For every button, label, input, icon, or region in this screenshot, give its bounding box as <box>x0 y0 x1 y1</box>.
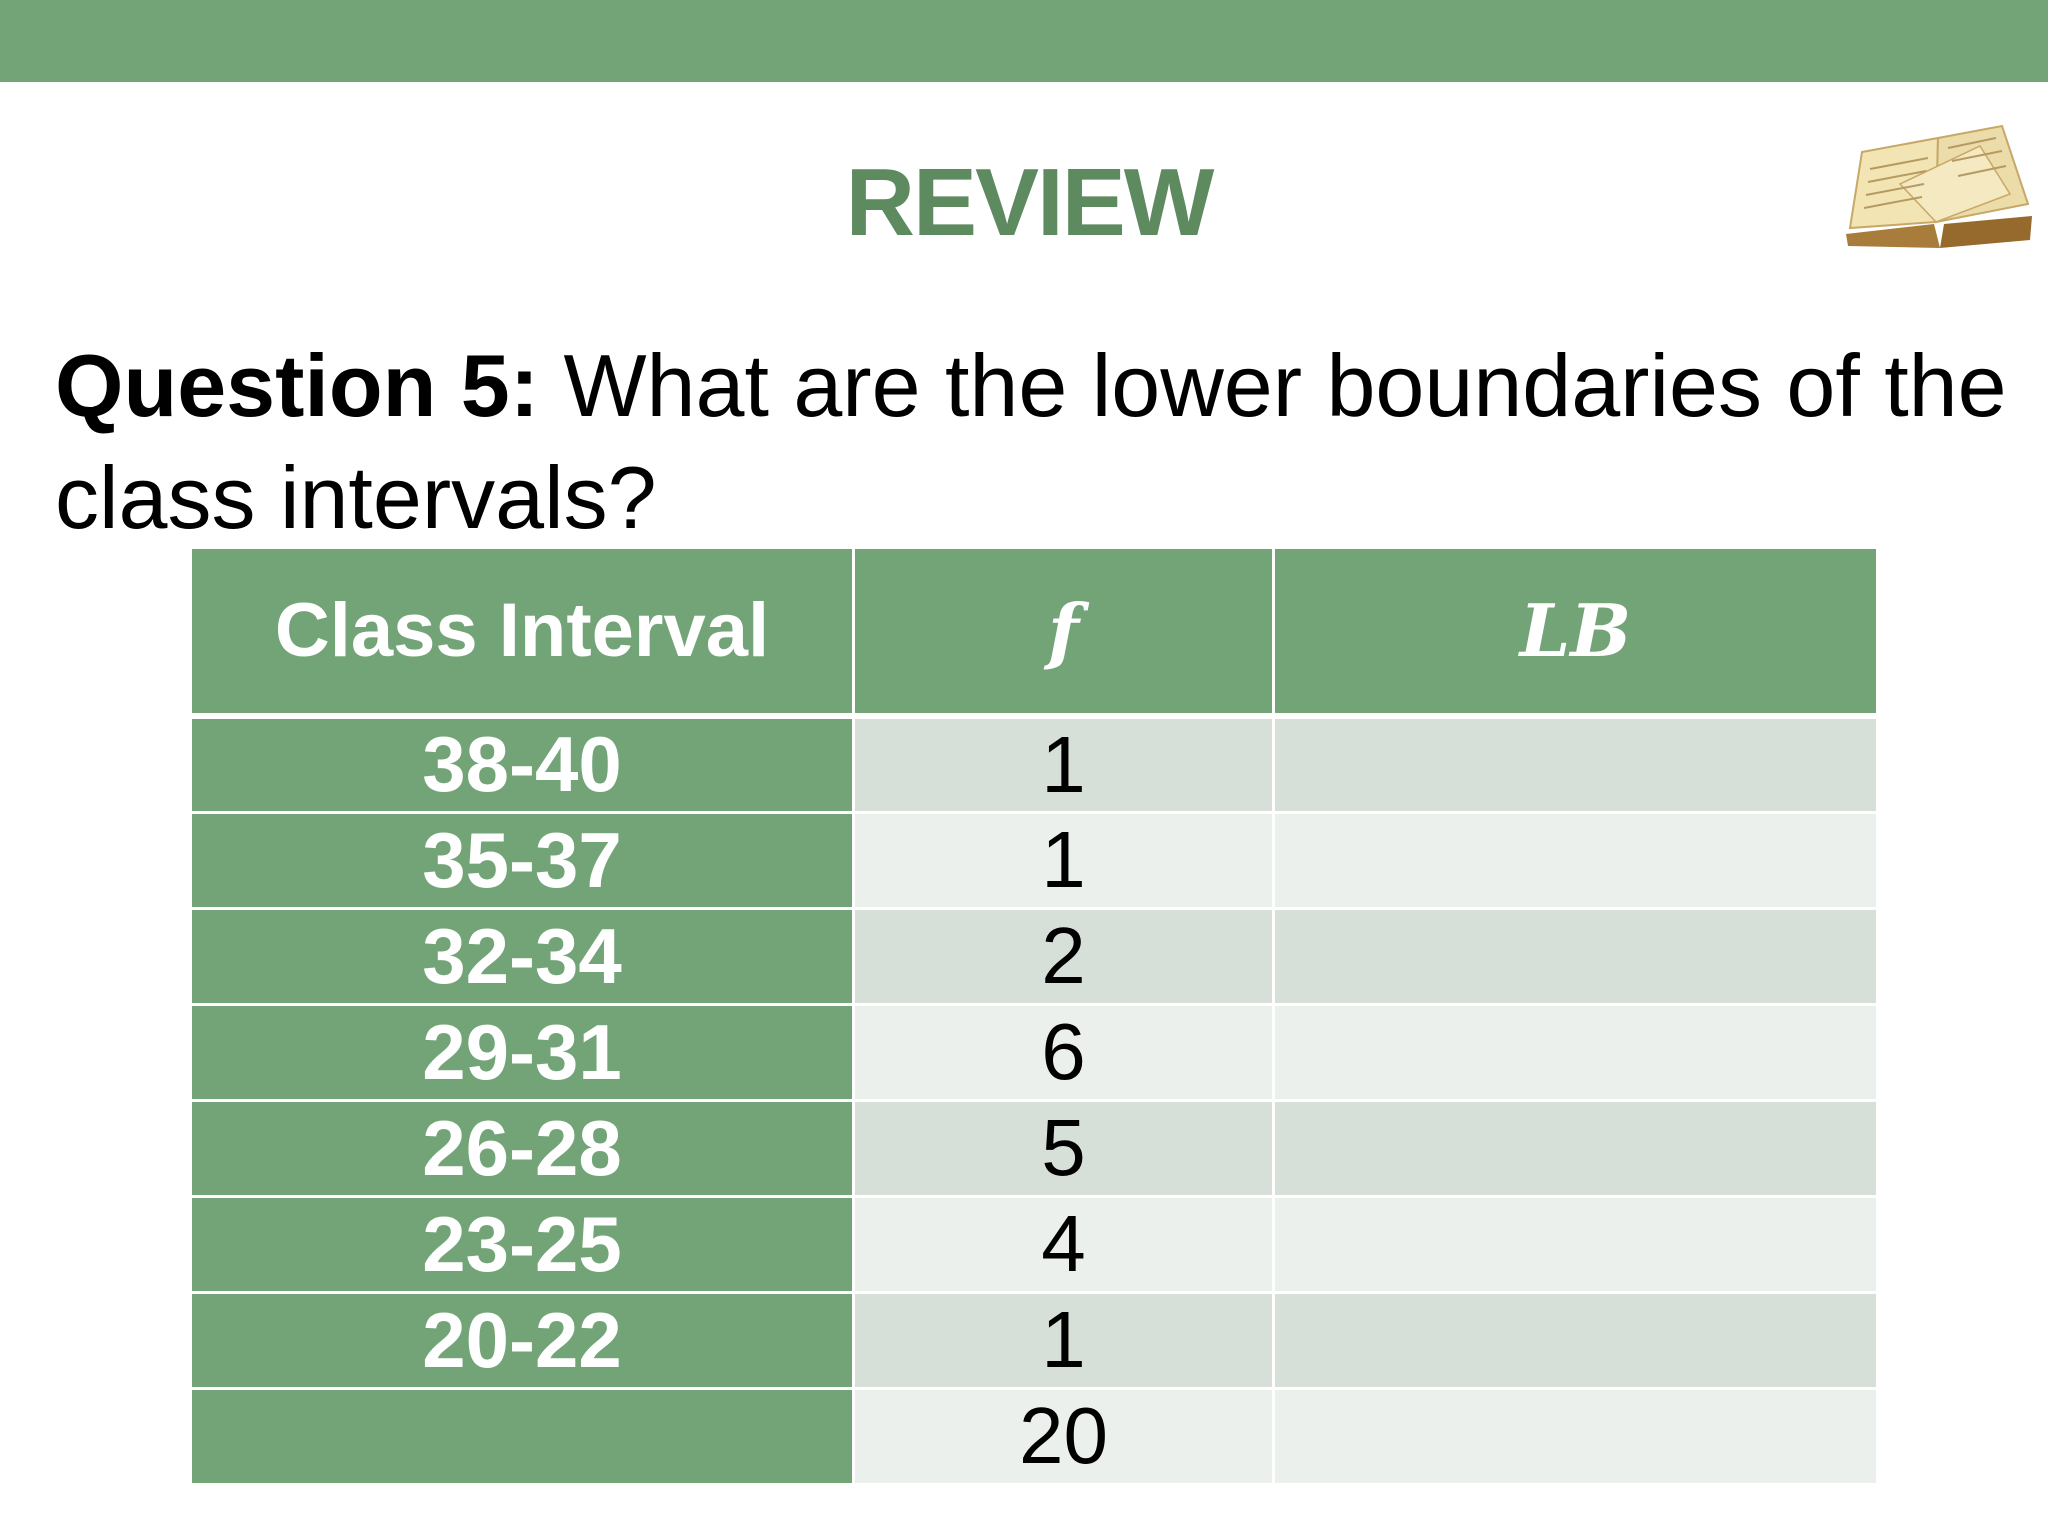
frequency-table: Class Interval f LB 38-40 1 35-37 1 32-3… <box>189 546 1879 1486</box>
class-interval-cell <box>189 1386 855 1486</box>
table-total-row: 20 <box>189 1386 1879 1486</box>
class-interval-cell: 35-37 <box>189 810 855 910</box>
frequency-cell: 5 <box>852 1098 1275 1198</box>
header-lower-boundary: LB <box>1272 546 1879 717</box>
frequency-total-cell: 20 <box>852 1386 1275 1486</box>
table-row: 29-31 6 <box>189 1002 1879 1102</box>
frequency-cell: 1 <box>852 1290 1275 1390</box>
lower-boundary-cell <box>1272 810 1879 910</box>
table-row: 32-34 2 <box>189 906 1879 1006</box>
question-label: Question 5: <box>55 336 540 435</box>
top-accent-bar <box>0 0 2048 82</box>
lower-boundary-cell <box>1272 1386 1879 1486</box>
frequency-cell: 1 <box>852 714 1275 814</box>
header-frequency: f <box>852 546 1275 717</box>
table-row: 26-28 5 <box>189 1098 1879 1198</box>
lower-boundary-cell <box>1272 1194 1879 1294</box>
question-text: Question 5: What are the lower boundarie… <box>55 330 2015 554</box>
lower-boundary-cell <box>1272 714 1879 814</box>
table-row: 23-25 4 <box>189 1194 1879 1294</box>
table-row: 38-40 1 <box>189 714 1879 814</box>
frequency-cell: 2 <box>852 906 1275 1006</box>
lower-boundary-cell <box>1272 1098 1879 1198</box>
frequency-cell: 4 <box>852 1194 1275 1294</box>
open-book-icon <box>1846 124 2032 248</box>
header-class-interval: Class Interval <box>189 546 855 717</box>
lower-boundary-cell <box>1272 1290 1879 1390</box>
frequency-cell: 1 <box>852 810 1275 910</box>
frequency-cell: 6 <box>852 1002 1275 1102</box>
class-interval-cell: 32-34 <box>189 906 855 1006</box>
lower-boundary-cell <box>1272 906 1879 1006</box>
class-interval-cell: 23-25 <box>189 1194 855 1294</box>
class-interval-cell: 38-40 <box>189 714 855 814</box>
class-interval-cell: 26-28 <box>189 1098 855 1198</box>
table-row: 35-37 1 <box>189 810 1879 910</box>
lower-boundary-cell <box>1272 1002 1879 1102</box>
class-interval-cell: 20-22 <box>189 1290 855 1390</box>
table-row: 20-22 1 <box>189 1290 1879 1390</box>
slide-title: REVIEW <box>845 149 1215 256</box>
table-header-row: Class Interval f LB <box>189 546 1879 717</box>
question-body: What are the lower boundaries of the cla… <box>55 336 2007 547</box>
class-interval-cell: 29-31 <box>189 1002 855 1102</box>
